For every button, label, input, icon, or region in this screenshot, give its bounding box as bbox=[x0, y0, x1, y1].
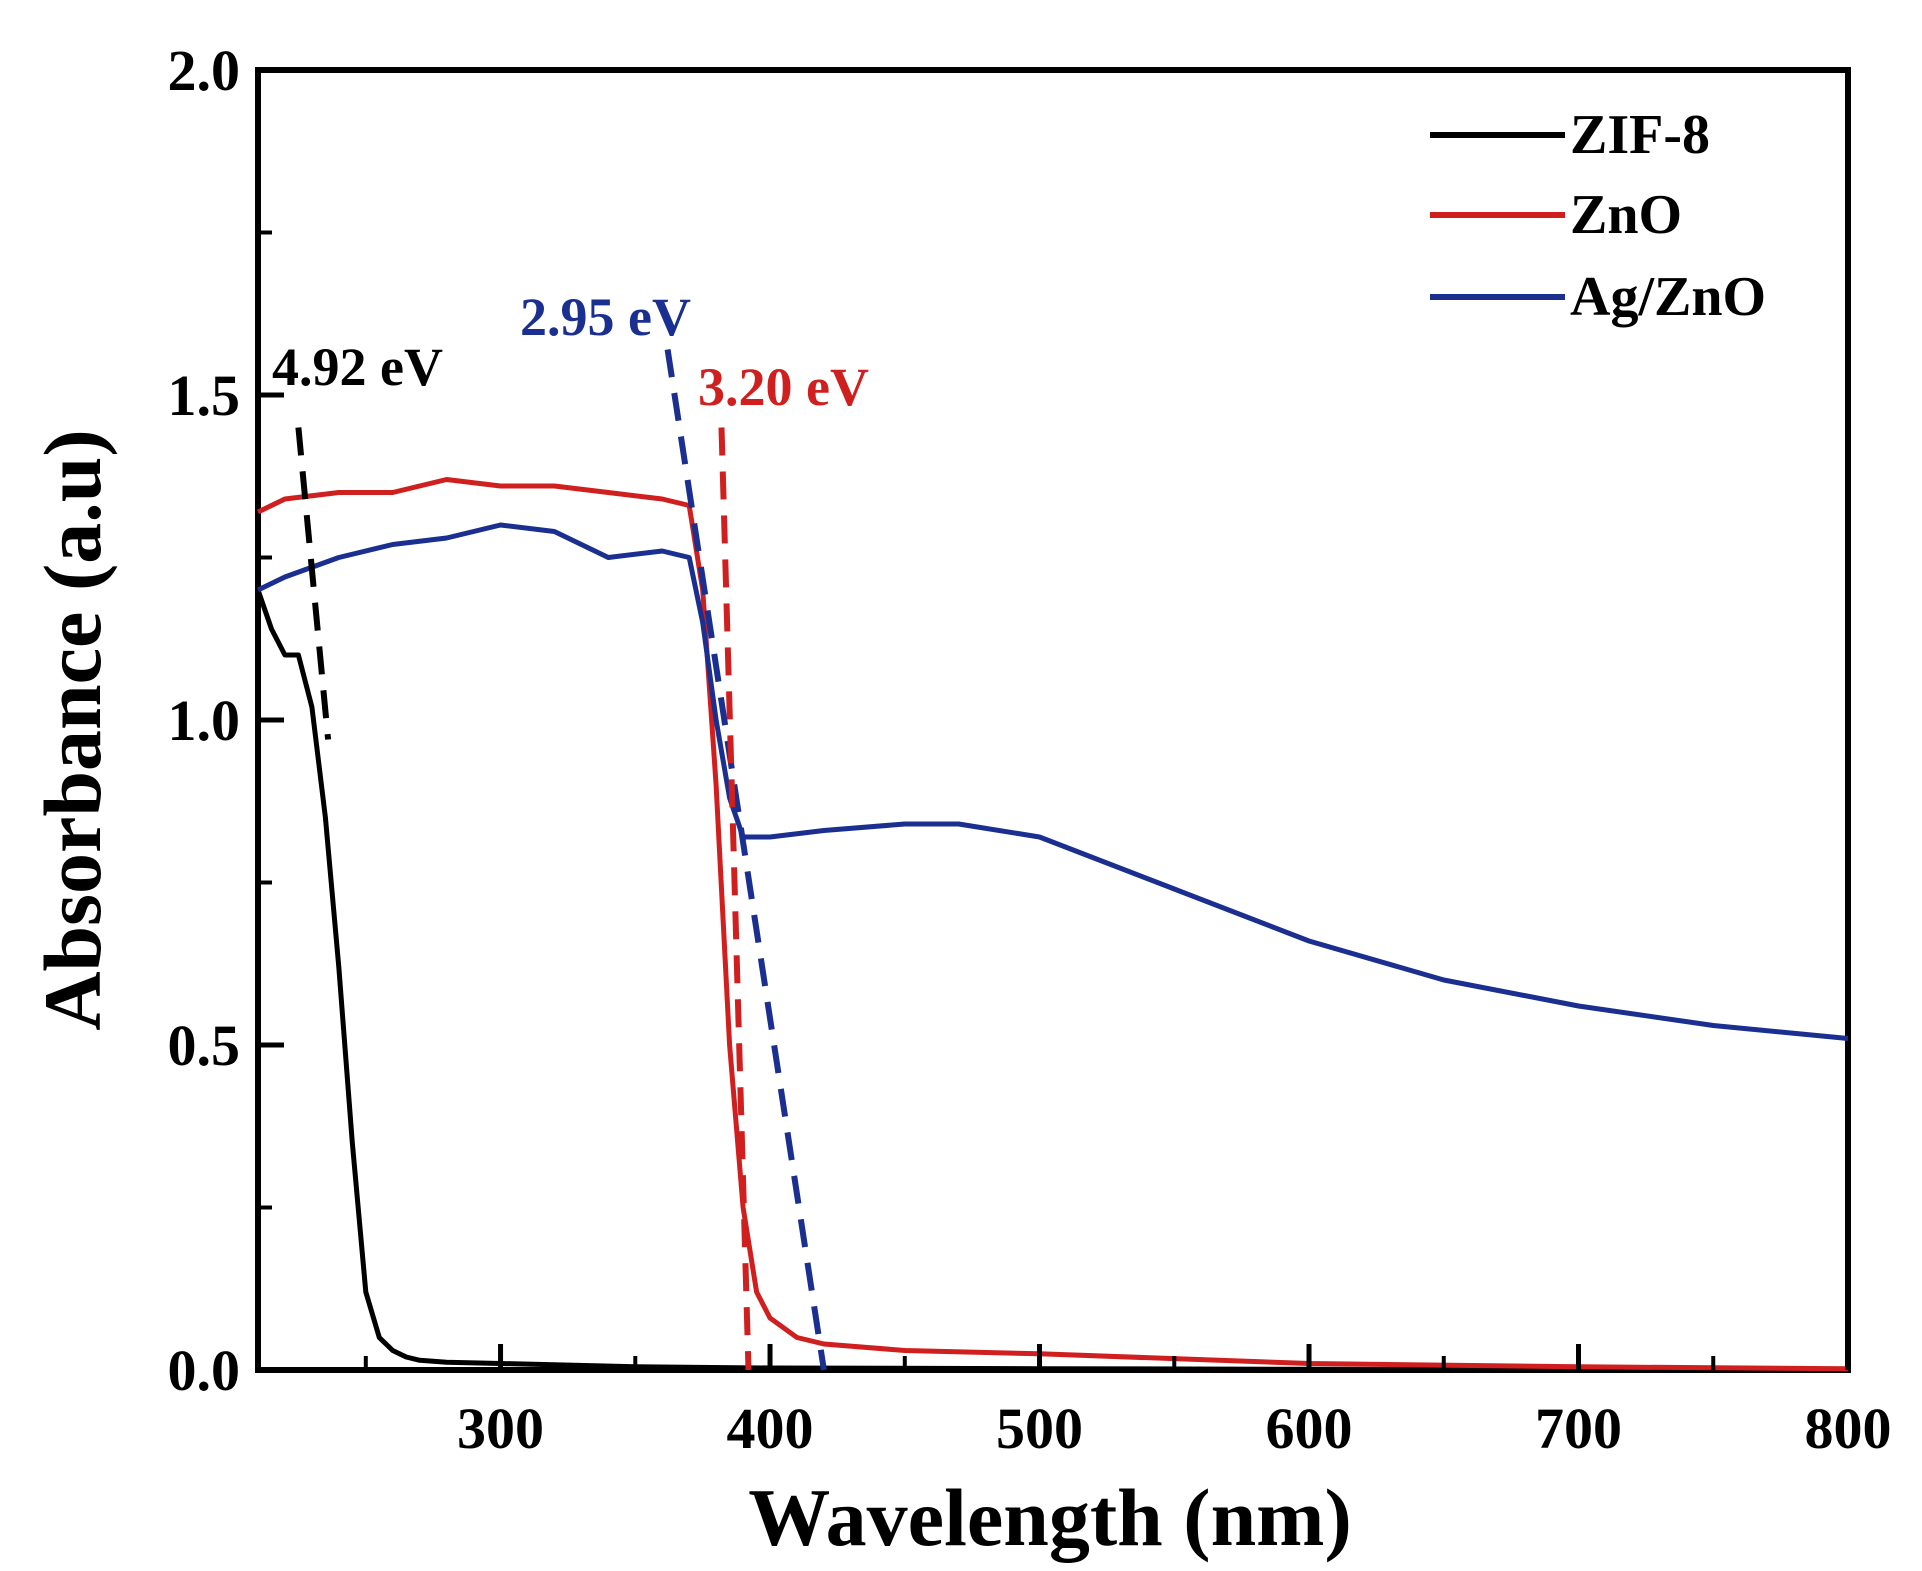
annotation-lines-layer bbox=[295, 349, 827, 1371]
y-axis-label: Absorbance (a.u) bbox=[27, 429, 118, 1030]
bandgap-tangent-line-1 bbox=[664, 349, 827, 1371]
annotation-zno-bandgap: 3.20 eV bbox=[698, 357, 869, 417]
x-axis-label: Wavelength (nm) bbox=[748, 1472, 1352, 1563]
legend-label-agzno: Ag/ZnO bbox=[1570, 266, 1766, 328]
ticks-layer: 300 400 500 600 700 800 0.0 0.5 1.0 1.5 2.0 bbox=[168, 38, 1892, 1461]
series-layer bbox=[255, 477, 1849, 1373]
y-tick-label-2: 2.0 bbox=[168, 38, 241, 103]
y-tick-label-1-5: 1.5 bbox=[168, 363, 241, 428]
series-line-ag-zno bbox=[256, 522, 1849, 1041]
annotation-zif8-bandgap: 4.92 eV bbox=[272, 337, 443, 397]
y-tick-label-1: 1.0 bbox=[168, 688, 241, 753]
y-tick-label-0-5: 0.5 bbox=[168, 1013, 241, 1078]
series-line-zif-8 bbox=[255, 589, 1848, 1373]
x-tick-label-500: 500 bbox=[996, 1396, 1083, 1461]
x-tick-label-300: 300 bbox=[457, 1396, 544, 1461]
x-tick-label-700: 700 bbox=[1535, 1396, 1622, 1461]
bandgap-tangent-line-0 bbox=[295, 427, 332, 740]
legend-label-zif8: ZIF-8 bbox=[1570, 104, 1710, 166]
x-tick-label-800: 800 bbox=[1805, 1396, 1892, 1461]
y-tick-label-0: 0.0 bbox=[168, 1338, 241, 1403]
plot-frame bbox=[255, 67, 1851, 1373]
x-tick-label-400: 400 bbox=[727, 1396, 814, 1461]
annotation-agzno-bandgap: 2.95 eV bbox=[520, 287, 691, 347]
x-tick-label-600: 600 bbox=[1266, 1396, 1353, 1461]
legend-label-zno: ZnO bbox=[1570, 184, 1682, 246]
bandgap-tangent-line-2 bbox=[718, 427, 752, 1371]
legend: ZIF-8 ZnO Ag/ZnO bbox=[1430, 104, 1766, 328]
series-line-zno bbox=[256, 477, 1849, 1372]
